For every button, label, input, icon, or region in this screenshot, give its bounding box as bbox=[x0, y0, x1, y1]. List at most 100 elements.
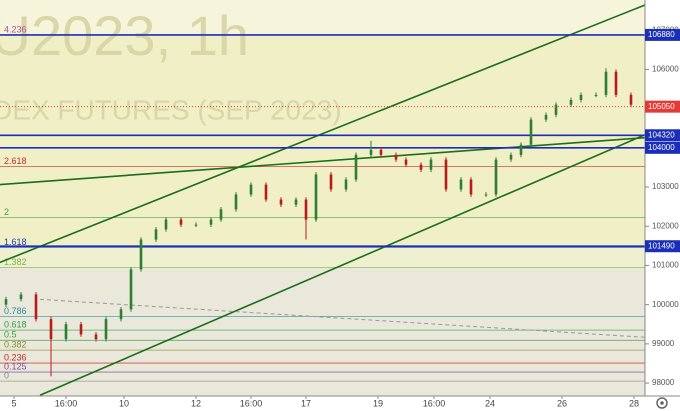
trend-line bbox=[39, 133, 646, 396]
price-label-box bbox=[645, 28, 680, 41]
candle-body bbox=[249, 184, 253, 195]
y-tick-label: 102000 bbox=[652, 221, 679, 230]
y-tick-label: 101000 bbox=[652, 261, 679, 270]
candle-body bbox=[164, 219, 168, 230]
candle-body bbox=[329, 174, 333, 190]
price-label: 106880 bbox=[648, 30, 675, 39]
candle-body bbox=[569, 99, 573, 105]
trend-line bbox=[39, 298, 646, 338]
candle-body bbox=[19, 294, 23, 300]
candle-body bbox=[279, 199, 283, 205]
y-tick-label: 100000 bbox=[652, 300, 679, 309]
fib-label: 0.125 bbox=[4, 361, 27, 371]
x-tick-label: 24 bbox=[485, 398, 495, 408]
fib-label: 0.382 bbox=[4, 340, 27, 350]
candle-body bbox=[394, 154, 398, 160]
settings-icon[interactable] bbox=[656, 397, 668, 409]
candle-body bbox=[304, 199, 308, 220]
price-label-box bbox=[645, 240, 680, 253]
candle-body bbox=[264, 184, 268, 200]
x-tick-label: 17 bbox=[301, 398, 311, 408]
candle-body bbox=[119, 309, 123, 320]
candle-body bbox=[614, 71, 618, 95]
price-label: 104320 bbox=[648, 130, 675, 139]
candle-body bbox=[519, 144, 523, 155]
candle-body bbox=[34, 294, 38, 320]
candle-body bbox=[94, 334, 98, 340]
x-tick-label: 16:00 bbox=[423, 398, 446, 408]
zone bbox=[0, 267, 645, 396]
candle-body bbox=[404, 159, 408, 165]
fib-label: 4.236 bbox=[4, 24, 27, 34]
candle-body bbox=[49, 319, 53, 340]
x-tick-label: 12 bbox=[191, 398, 201, 408]
candle-body bbox=[419, 164, 423, 170]
zone bbox=[0, 0, 645, 248]
candle-body bbox=[314, 174, 318, 220]
candle-body bbox=[219, 209, 223, 220]
y-tick-label: 106000 bbox=[652, 65, 679, 74]
candle-body bbox=[429, 159, 433, 170]
y-tick-label: 98000 bbox=[652, 378, 675, 387]
trend-line bbox=[0, 136, 646, 186]
candle-body bbox=[379, 149, 383, 155]
candle-body bbox=[179, 219, 183, 225]
price-label: 101490 bbox=[648, 241, 675, 250]
candle-body bbox=[544, 114, 548, 120]
x-tick-label: 26 bbox=[557, 398, 567, 408]
candle-body bbox=[194, 224, 198, 226]
x-tick-label: 28 bbox=[629, 398, 639, 408]
last-price-label: 105050 bbox=[648, 102, 675, 111]
candle-body bbox=[509, 154, 513, 160]
x-tick-label: 16:00 bbox=[55, 398, 78, 408]
zone bbox=[0, 247, 645, 268]
x-tick-label: 16:00 bbox=[240, 398, 263, 408]
x-tick-label: 19 bbox=[373, 398, 383, 408]
candle-body bbox=[554, 104, 558, 115]
candle-body bbox=[4, 299, 8, 305]
fib-label: 0.786 bbox=[4, 306, 27, 316]
candle-body bbox=[444, 159, 448, 190]
candle-body bbox=[629, 94, 633, 105]
candle-body bbox=[64, 324, 68, 340]
trend-line bbox=[0, 4, 646, 264]
price-label: 104000 bbox=[648, 143, 675, 152]
fib-label: 0.618 bbox=[4, 320, 27, 330]
candle-body bbox=[484, 194, 488, 196]
zone bbox=[0, 0, 645, 35]
price-label-box bbox=[645, 141, 680, 154]
fib-label: 0.236 bbox=[4, 352, 27, 362]
candle-body bbox=[154, 229, 158, 240]
fib-label: 2 bbox=[4, 207, 9, 217]
candle-body bbox=[294, 199, 298, 205]
candle-body bbox=[209, 219, 213, 225]
candle-body bbox=[594, 94, 598, 96]
y-tick-label: 103000 bbox=[652, 182, 679, 191]
candle-body bbox=[79, 324, 83, 335]
last-price-box bbox=[645, 100, 680, 113]
candle-body bbox=[354, 154, 358, 180]
x-tick-label: 5 bbox=[11, 398, 16, 408]
fib-label: 1.382 bbox=[4, 257, 27, 267]
candle-body bbox=[104, 319, 108, 340]
candle-body bbox=[344, 179, 348, 190]
settings-gear-center[interactable] bbox=[660, 401, 664, 405]
fib-label: 0 bbox=[4, 370, 9, 380]
watermark: DEX FUTURES (SEP 2023) bbox=[0, 94, 342, 125]
candle-body bbox=[459, 179, 463, 190]
fib-label: 1.618 bbox=[4, 237, 27, 247]
candle-body bbox=[129, 269, 133, 310]
candle-body bbox=[139, 239, 143, 270]
candle-body bbox=[369, 149, 373, 155]
y-tick-label: 99000 bbox=[652, 339, 675, 348]
fib-label: 0.5 bbox=[4, 330, 17, 340]
fib-label: 2.618 bbox=[4, 156, 27, 166]
candle-body bbox=[604, 71, 608, 95]
candle-body bbox=[469, 179, 473, 195]
candle-body bbox=[234, 194, 238, 210]
price-label-box bbox=[645, 129, 680, 142]
x-tick-label: 10 bbox=[119, 398, 129, 408]
settings-gear[interactable] bbox=[656, 397, 668, 409]
